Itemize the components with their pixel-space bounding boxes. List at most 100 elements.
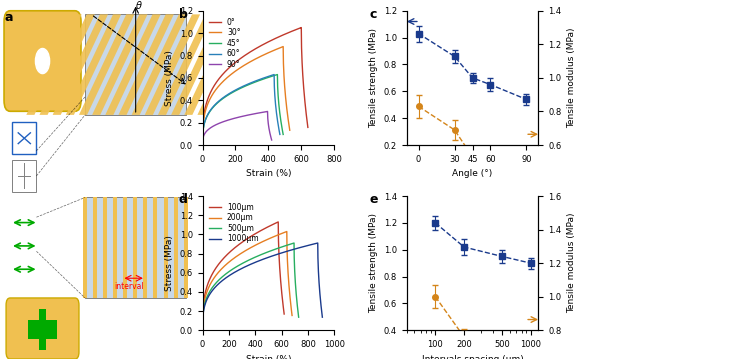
Text: d: d xyxy=(178,194,188,206)
Bar xyxy=(154,197,158,298)
Bar xyxy=(40,309,46,350)
Line: 0°: 0° xyxy=(202,28,308,145)
90° xyxy=(267,137,276,141)
Legend: 0°, 30°, 45°, 60°, 90°: 0°, 30°, 45°, 60°, 90° xyxy=(206,15,244,72)
60° xyxy=(198,143,207,147)
1000μm xyxy=(234,268,243,272)
30° xyxy=(254,56,262,60)
200μm xyxy=(256,241,265,245)
Line: 45°: 45° xyxy=(202,75,284,145)
100μm xyxy=(279,308,288,312)
Y-axis label: Tensile strength (MPa): Tensile strength (MPa) xyxy=(369,28,378,128)
0° xyxy=(303,121,312,125)
60° xyxy=(275,130,284,134)
Line: 30°: 30° xyxy=(202,47,290,145)
0° xyxy=(297,25,306,30)
500μm xyxy=(255,253,264,257)
Polygon shape xyxy=(145,14,200,115)
0° xyxy=(303,125,312,130)
Polygon shape xyxy=(184,14,240,115)
Text: e: e xyxy=(370,194,378,206)
Polygon shape xyxy=(211,14,266,115)
X-axis label: Strain (%): Strain (%) xyxy=(245,169,291,178)
Polygon shape xyxy=(118,14,174,115)
45° xyxy=(238,85,248,89)
Bar xyxy=(164,197,167,298)
60° xyxy=(269,73,278,77)
1000μm xyxy=(316,304,326,308)
Y-axis label: Tensile strength (MPa): Tensile strength (MPa) xyxy=(369,213,378,313)
90° xyxy=(198,143,207,147)
Bar xyxy=(12,122,37,154)
500μm xyxy=(294,312,303,316)
Line: 200μm: 200μm xyxy=(202,232,292,330)
200μm xyxy=(224,260,233,265)
Polygon shape xyxy=(131,14,187,115)
1000μm xyxy=(314,241,322,245)
X-axis label: Intervals spacing (μm): Intervals spacing (μm) xyxy=(422,355,524,359)
Polygon shape xyxy=(92,14,148,115)
90° xyxy=(238,114,248,118)
0° xyxy=(198,143,207,147)
60° xyxy=(236,85,245,89)
Bar xyxy=(123,197,127,298)
45° xyxy=(273,73,282,77)
200μm xyxy=(251,243,260,248)
45° xyxy=(198,143,207,147)
Polygon shape xyxy=(224,14,279,115)
45° xyxy=(277,123,286,127)
Y-axis label: Tensile modulus (MPa): Tensile modulus (MPa) xyxy=(567,28,576,128)
Polygon shape xyxy=(158,14,213,115)
Bar xyxy=(85,197,186,298)
Line: 90°: 90° xyxy=(202,111,272,145)
100μm xyxy=(280,312,289,316)
45° xyxy=(250,80,259,85)
1000μm xyxy=(318,315,327,320)
Text: a: a xyxy=(4,11,13,24)
200μm xyxy=(198,328,207,332)
200μm xyxy=(244,247,253,251)
90° xyxy=(266,134,275,138)
Polygon shape xyxy=(66,14,122,115)
0° xyxy=(302,110,310,114)
Polygon shape xyxy=(26,14,82,115)
Bar xyxy=(28,320,57,339)
100μm xyxy=(274,220,283,224)
Polygon shape xyxy=(40,14,94,115)
30° xyxy=(223,75,232,79)
X-axis label: Angle (°): Angle (°) xyxy=(452,169,493,178)
500μm xyxy=(198,328,207,332)
500μm xyxy=(226,268,236,272)
Bar xyxy=(113,197,117,298)
1000μm xyxy=(198,328,207,332)
500μm xyxy=(294,315,303,320)
Text: θ: θ xyxy=(136,1,142,11)
Text: c: c xyxy=(370,8,377,21)
30° xyxy=(242,62,250,66)
200μm xyxy=(287,313,296,318)
Line: 100μm: 100μm xyxy=(202,222,284,330)
1000μm xyxy=(270,253,279,257)
Bar xyxy=(134,197,137,298)
45° xyxy=(279,132,288,137)
500μm xyxy=(248,257,256,261)
90° xyxy=(263,109,272,113)
Polygon shape xyxy=(53,14,108,115)
200μm xyxy=(282,229,291,234)
100μm xyxy=(238,239,248,243)
90° xyxy=(243,113,252,117)
Bar xyxy=(12,160,37,192)
Polygon shape xyxy=(105,14,160,115)
100μm xyxy=(221,253,230,258)
Circle shape xyxy=(35,48,50,74)
100μm xyxy=(245,235,254,239)
30° xyxy=(198,143,207,147)
30° xyxy=(248,58,257,62)
100μm xyxy=(278,298,287,302)
Y-axis label: Stress (MPa): Stress (MPa) xyxy=(165,50,174,106)
Text: interval: interval xyxy=(114,282,143,291)
Bar xyxy=(174,197,178,298)
0° xyxy=(260,42,268,46)
FancyBboxPatch shape xyxy=(4,11,81,111)
Polygon shape xyxy=(79,14,134,115)
